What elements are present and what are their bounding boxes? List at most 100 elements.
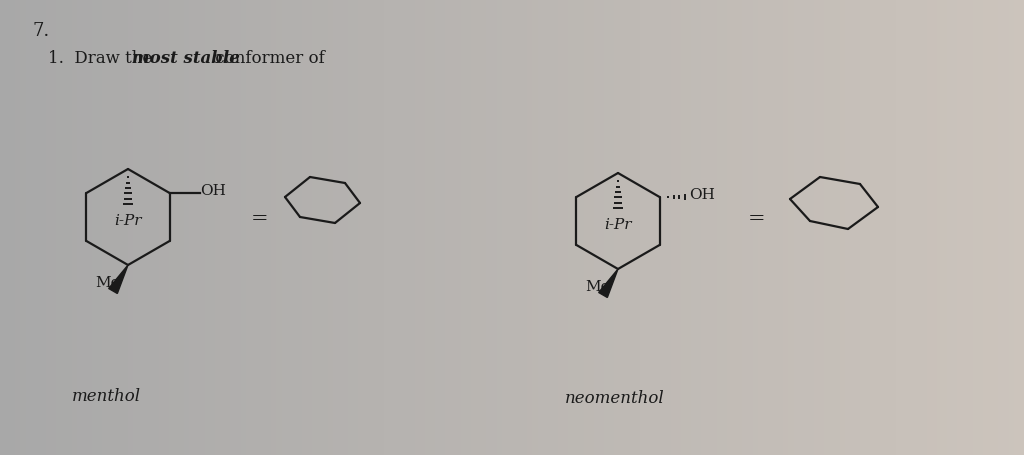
Bar (1004, 0, 1010, 455)
Bar (271, 0, 278, 455)
Bar (323, 0, 329, 455)
Bar (814, 0, 820, 455)
Bar (41, 0, 47, 455)
Bar (983, 0, 989, 455)
Bar (947, 0, 953, 455)
Bar (957, 0, 964, 455)
Bar (635, 0, 641, 455)
Bar (159, 0, 165, 455)
Bar (768, 0, 774, 455)
Bar (261, 0, 267, 455)
Bar (620, 0, 626, 455)
Bar (445, 0, 452, 455)
Bar (384, 0, 390, 455)
Bar (461, 0, 467, 455)
Bar (686, 0, 692, 455)
Bar (942, 0, 948, 455)
Bar (660, 0, 667, 455)
Bar (727, 0, 733, 455)
Bar (865, 0, 871, 455)
Bar (804, 0, 810, 455)
Bar (502, 0, 508, 455)
Bar (236, 0, 242, 455)
Bar (553, 0, 559, 455)
Bar (886, 0, 892, 455)
Bar (517, 0, 523, 455)
Bar (589, 0, 595, 455)
Bar (92, 0, 98, 455)
Bar (794, 0, 800, 455)
Bar (251, 0, 257, 455)
Bar (599, 0, 605, 455)
Bar (56, 0, 62, 455)
Bar (15, 0, 22, 455)
Bar (97, 0, 103, 455)
Bar (763, 0, 769, 455)
Bar (364, 0, 370, 455)
Bar (276, 0, 283, 455)
Bar (241, 0, 247, 455)
Bar (691, 0, 697, 455)
Bar (1009, 0, 1015, 455)
Bar (282, 0, 288, 455)
Bar (968, 0, 974, 455)
Bar (594, 0, 600, 455)
Bar (901, 0, 907, 455)
Bar (666, 0, 672, 455)
Bar (507, 0, 513, 455)
Bar (532, 0, 539, 455)
Bar (312, 0, 318, 455)
Bar (425, 0, 431, 455)
Bar (876, 0, 882, 455)
Bar (230, 0, 237, 455)
Bar (77, 0, 83, 455)
Bar (645, 0, 651, 455)
Bar (302, 0, 308, 455)
Bar (164, 0, 170, 455)
Bar (850, 0, 856, 455)
Bar (415, 0, 421, 455)
Bar (72, 0, 78, 455)
Bar (184, 0, 190, 455)
Bar (681, 0, 687, 455)
Bar (420, 0, 426, 455)
Bar (471, 0, 477, 455)
Text: neomenthol: neomenthol (565, 389, 665, 406)
Bar (497, 0, 503, 455)
Bar (451, 0, 457, 455)
Bar (722, 0, 728, 455)
Bar (307, 0, 313, 455)
Bar (225, 0, 231, 455)
Bar (671, 0, 677, 455)
Bar (829, 0, 836, 455)
Bar (338, 0, 344, 455)
Bar (481, 0, 487, 455)
Bar (343, 0, 349, 455)
Bar (476, 0, 482, 455)
Bar (440, 0, 446, 455)
Text: Me: Me (95, 275, 120, 289)
Bar (604, 0, 610, 455)
Bar (988, 0, 994, 455)
Bar (128, 0, 134, 455)
Bar (640, 0, 646, 455)
Bar (246, 0, 252, 455)
Bar (328, 0, 334, 455)
Bar (701, 0, 708, 455)
Bar (584, 0, 590, 455)
Bar (799, 0, 805, 455)
Bar (579, 0, 585, 455)
Bar (26, 0, 32, 455)
Text: menthol: menthol (72, 387, 141, 404)
Bar (0, 0, 6, 455)
Bar (379, 0, 385, 455)
Bar (773, 0, 779, 455)
Bar (169, 0, 175, 455)
Bar (916, 0, 923, 455)
Bar (133, 0, 139, 455)
Bar (435, 0, 441, 455)
Bar (466, 0, 472, 455)
Bar (732, 0, 738, 455)
Bar (348, 0, 354, 455)
Bar (707, 0, 713, 455)
